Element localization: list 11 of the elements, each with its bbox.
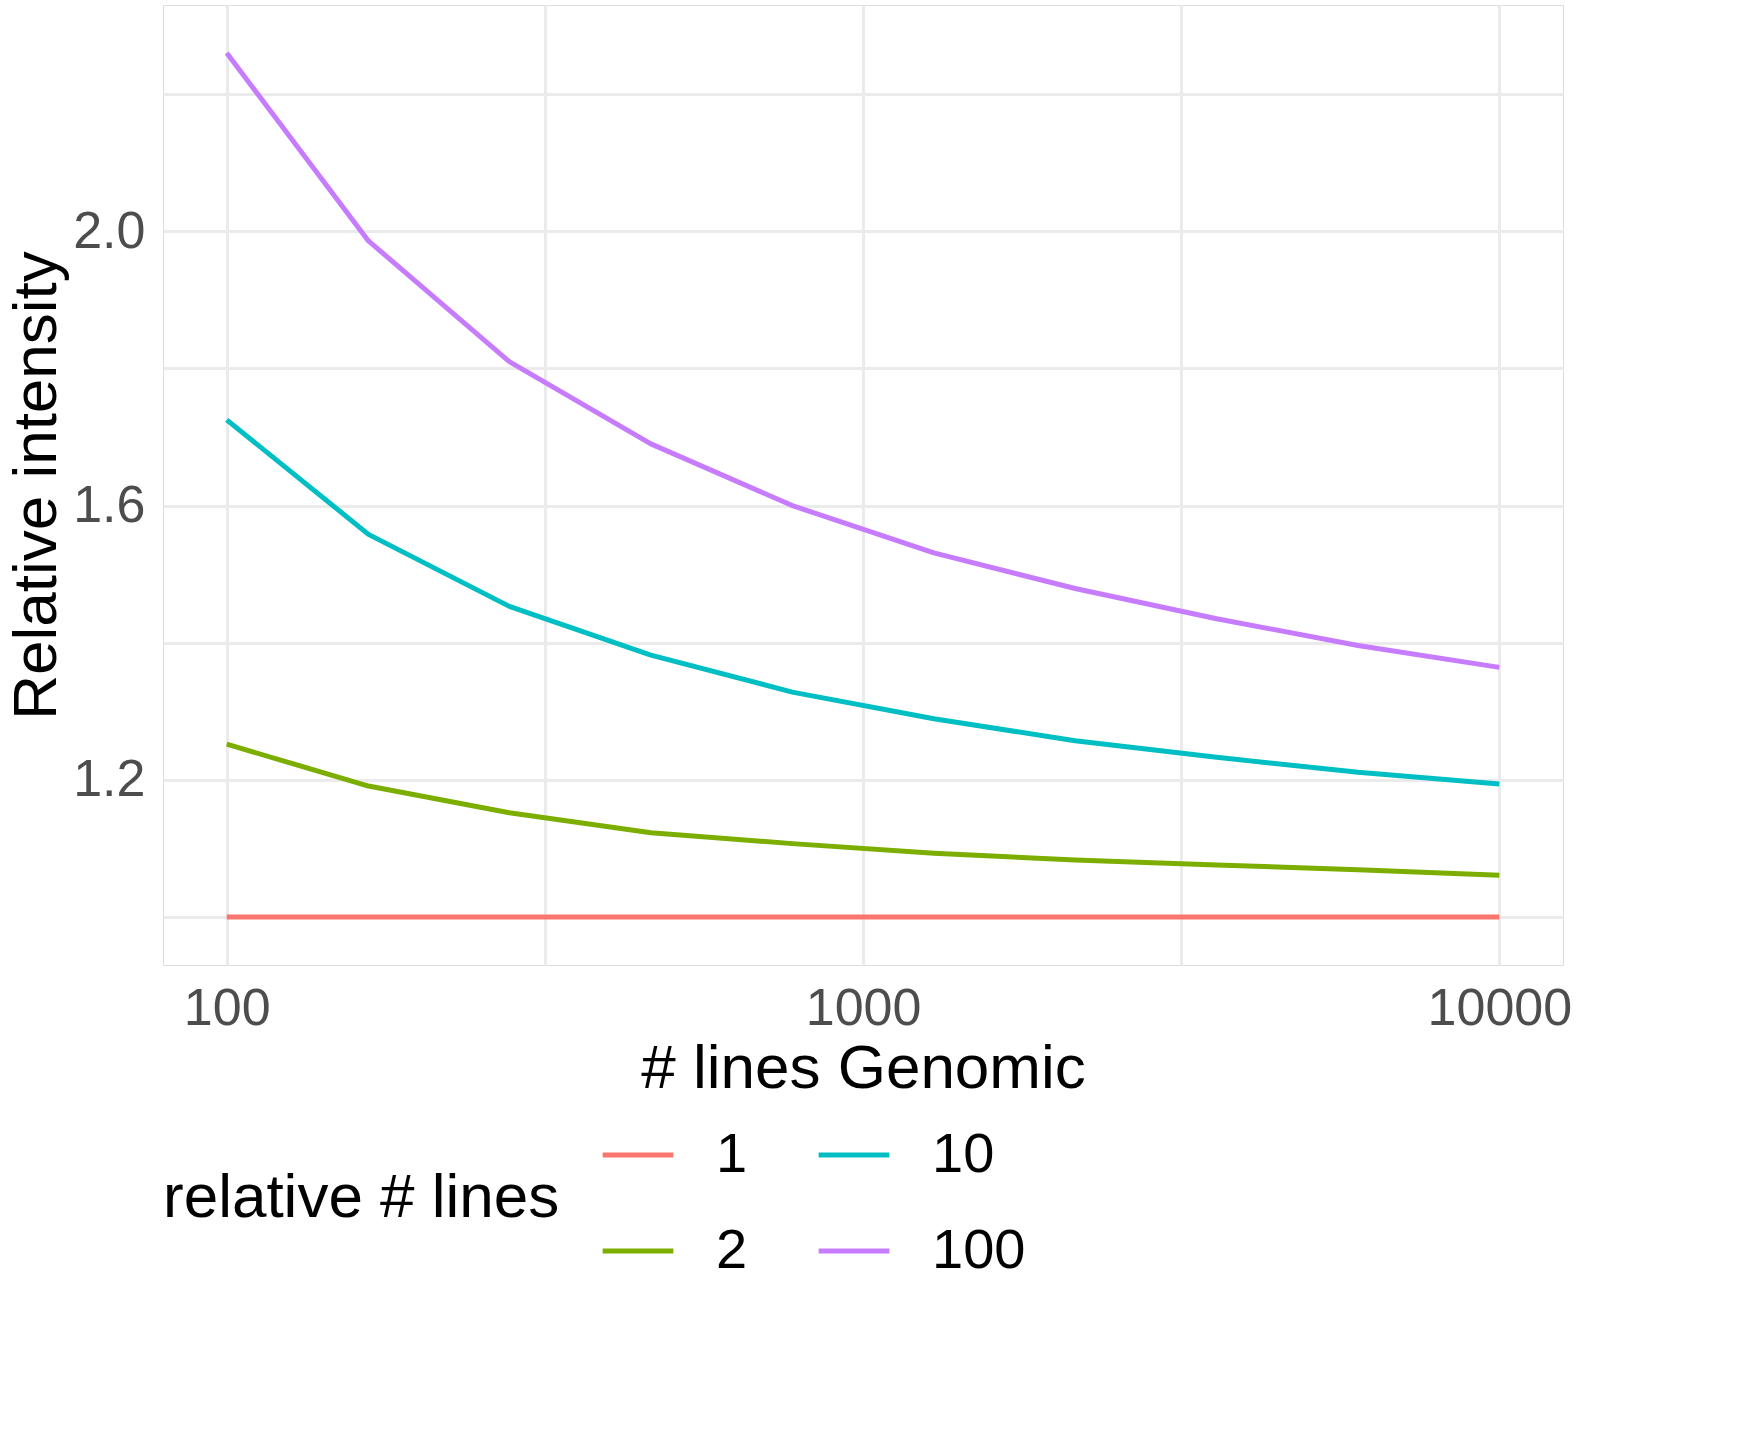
y-tick-label: 1.6 [73,475,146,534]
y-tick-label: 2.0 [73,200,146,259]
legend-label: 10 [932,1121,995,1184]
x-tick-label: 10000 [1427,977,1573,1036]
x-tick-label: 100 [183,977,271,1036]
legend-label: 1 [716,1121,748,1184]
legend-label: 2 [716,1217,748,1280]
y-axis-title: Relative intensity [0,251,70,720]
y-tick-label: 1.2 [73,749,146,808]
legend-title: relative # lines [163,1161,560,1230]
legend-label: 100 [932,1217,1026,1280]
